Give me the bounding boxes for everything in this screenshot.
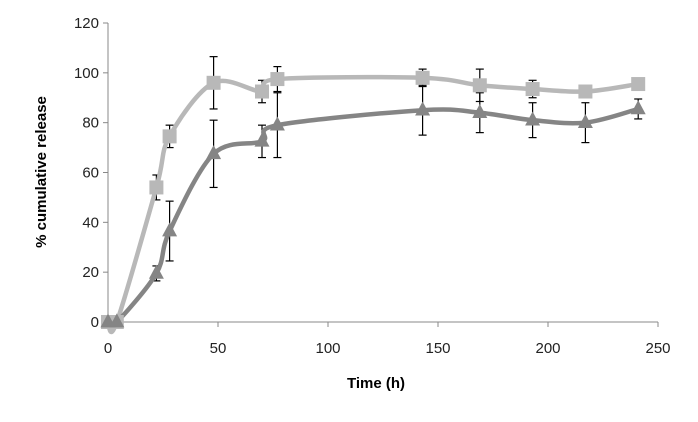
x-tick-label: 250 xyxy=(645,340,670,357)
y-axis-title: % cumulative release xyxy=(33,96,50,248)
y-tick-label: 120 xyxy=(74,15,99,32)
series-2-point xyxy=(630,100,646,115)
x-axis-title: Time (h) xyxy=(347,375,405,392)
series-1-point xyxy=(270,72,285,87)
series-2-point xyxy=(162,222,178,237)
series-2-point xyxy=(525,111,541,126)
series-2-point xyxy=(415,101,431,116)
series-lines xyxy=(105,74,641,335)
x-tick-label: 0 xyxy=(104,340,112,357)
y-tick-label: 60 xyxy=(82,165,99,182)
x-tick-label: 150 xyxy=(425,340,450,357)
series-2-point xyxy=(472,104,488,119)
y-tick-label: 20 xyxy=(82,264,99,281)
series-1-point xyxy=(255,84,269,99)
series-markers xyxy=(100,70,646,329)
series-2-point xyxy=(254,132,270,147)
series-2-point xyxy=(109,313,125,328)
series-1-point xyxy=(149,180,164,195)
series-2-line xyxy=(105,106,641,328)
y-tick-label: 80 xyxy=(82,115,99,132)
axes xyxy=(103,22,659,327)
series-2-point xyxy=(148,264,164,279)
series-1-point xyxy=(631,77,646,92)
x-tick-label: 200 xyxy=(535,340,560,357)
series-2-point xyxy=(206,145,222,160)
series-1-point xyxy=(415,70,430,85)
series-1-point xyxy=(206,75,221,90)
tick-labels: 0 20 40 60 80 100 120 0 50 100 150 200 250 xyxy=(74,15,671,357)
x-tick-label: 100 xyxy=(315,340,340,357)
y-tick-label: 0 xyxy=(91,314,99,331)
x-tick-label: 50 xyxy=(210,340,227,357)
series-2-point xyxy=(269,116,285,131)
series-2-point xyxy=(577,113,593,128)
series-1-point xyxy=(472,78,487,93)
series-1-point xyxy=(578,84,593,99)
series-1-point xyxy=(525,82,540,97)
y-tick-label: 40 xyxy=(82,214,99,231)
y-tick-label: 100 xyxy=(74,65,99,82)
series-1-point xyxy=(162,129,177,144)
